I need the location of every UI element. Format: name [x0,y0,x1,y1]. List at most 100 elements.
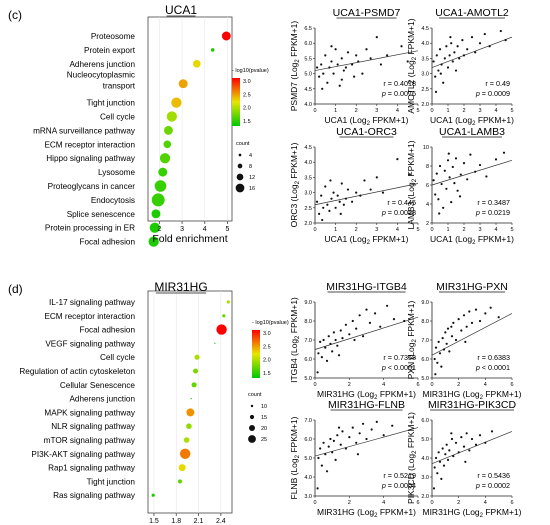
bubble-point [163,140,172,149]
scatter-point [396,158,399,161]
scatter-point [434,373,437,376]
scatter-point [437,198,440,201]
x-tick-label: 3 [478,108,481,114]
scatter-y-label: LAMB3 (Log2 FPKM+1) [406,140,418,229]
scatter-point [337,354,341,357]
scatter-point [315,66,319,69]
x-tick-label: 0 [430,227,433,233]
scatter-point [452,321,455,324]
scatter-point [320,464,323,467]
scatter-point [436,472,439,475]
scatter-point [322,206,325,209]
x-tick-label: 4 [396,108,399,114]
y-tick-label: 7.0 [304,418,312,424]
pathway-label: Tight junction [87,477,136,486]
scatter-point [444,331,447,334]
scatter-point [448,449,451,452]
x-tick-label: 4 [484,382,487,388]
color-bar [232,78,240,126]
scatter-point [446,159,450,162]
p-value: p < 0.0001 [475,363,510,372]
p-value: p = 0.0028 [381,208,416,217]
scatter-plot-0-2: UCA1-ORC3 0 1 2 3 4 5 2.0 2.5 3.0 3.5 4.0 4.5 r = 0.4… [289,126,420,246]
regression-line [431,313,513,356]
bubble-point [158,167,168,177]
bubble-point [151,209,161,219]
scatter-y-label: AMOTL2 (Log2 FPKM+1) [406,18,418,113]
scatter-point [435,172,438,175]
scatter-point [499,29,502,33]
scatter-y-label: PXN (Log2 FPKM+1) [406,300,418,379]
size-legend-label: 15 [261,415,267,421]
scatter-point [342,203,345,206]
scatter-point [459,173,462,176]
scatter-point [331,451,334,454]
scatter-point [437,69,440,72]
y-tick-label: 4.0 [421,41,429,47]
pathway-label: Adherens junction [69,395,135,404]
scatter-point [369,188,372,191]
scatter-title: UCA1-AMOTL2 [435,7,509,19]
scatter-point [445,187,448,190]
scatter-point [454,157,458,160]
color-bar [252,330,260,378]
size-legend-dot [249,425,255,431]
bubble-point [191,382,197,388]
scatter-point [442,348,446,351]
bubble-point [154,180,167,192]
pathway-label: Protein export [84,46,136,55]
y-tick-label: 5.0 [421,437,429,443]
bubble-point [179,448,191,459]
scatter-point [432,487,436,490]
scatter-point [344,447,347,450]
scatter-y-label: PSMD7 (Log2 FPKM+1) [289,21,301,112]
scatter-point [361,335,365,338]
scatter-point [351,319,354,323]
size-legend-title: count [248,392,262,398]
correlation-r: r = 0.49 [485,79,510,88]
bubble-point [190,397,192,400]
scatter-point [408,173,411,176]
correlation-r: r = 0.445 [387,198,416,207]
scatter-point [324,453,327,456]
scatter-point [440,477,443,480]
bubble-point [166,111,177,122]
y-tick-label: 7.0 [421,338,429,344]
scatter-point [440,182,443,186]
scatter-point [457,318,460,321]
scatter-point [497,316,500,319]
scatter-point [373,312,377,315]
scatter-point [322,441,325,444]
scatter-point [320,356,323,359]
scatter-point [330,197,333,200]
x-tick-label: 1.8 [171,518,181,525]
scatter-point [478,434,482,437]
pathway-label: Focal adhesion [79,326,135,335]
scatter-point [434,346,438,349]
scatter-point [327,335,330,338]
scatter-x-label: MIR31HG (Log2 FPKM+1) [422,507,521,519]
scatter-point [355,441,358,444]
bubble-point [177,479,183,484]
scatter-point [336,194,339,197]
scatter-point [375,420,378,423]
scatter-point [342,69,345,72]
scatter-point [353,338,356,342]
scatter-point [317,456,320,460]
size-legend-dot [238,153,242,157]
scatter-point [502,151,506,154]
color-legend-tick: 2.5 [243,92,251,98]
bubble-point [163,125,173,135]
scatter-point [406,60,409,63]
scatter-point [334,458,337,461]
y-tick-label: 3.0 [421,72,429,78]
scatter-point [448,350,451,353]
scatter-point [358,314,361,317]
scatter-point [359,194,362,197]
y-tick-label: 6.0 [421,418,429,424]
pathway-label: VEGF signaling pathway [45,339,136,348]
pathway-label: Lysosome [98,168,135,177]
correlation-r: r = 0.4018 [383,79,416,88]
y-tick-label: 9.0 [304,300,312,306]
